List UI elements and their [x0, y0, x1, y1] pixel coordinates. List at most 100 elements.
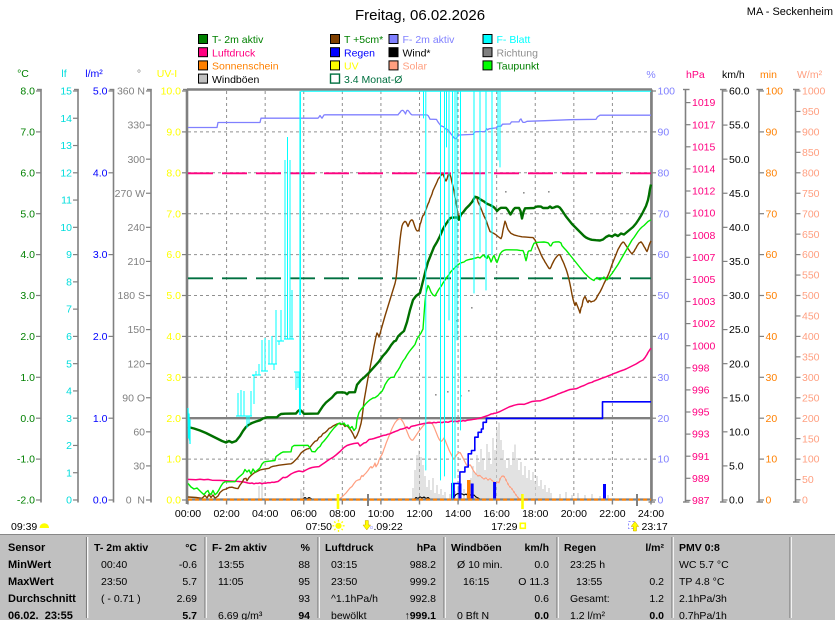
svg-text:16:15: 16:15 [463, 576, 489, 588]
svg-text:23:50: 23:50 [331, 576, 357, 588]
svg-text:0.0: 0.0 [93, 495, 108, 507]
svg-text:1000: 1000 [692, 340, 716, 352]
svg-text:4.0: 4.0 [93, 167, 108, 179]
svg-text:3.0: 3.0 [93, 249, 108, 261]
svg-text:6.0: 6.0 [166, 249, 181, 261]
svg-text:-0.6: -0.6 [179, 559, 197, 571]
svg-text:240: 240 [127, 222, 145, 234]
svg-text:TP 4.8 °C: TP 4.8 °C [679, 576, 725, 588]
svg-text:km/h: km/h [722, 69, 745, 81]
svg-text:Regen: Regen [564, 542, 596, 554]
svg-text:↑999.1: ↑999.1 [404, 610, 436, 620]
svg-text:0.7hPa/1h: 0.7hPa/1h [679, 610, 727, 620]
svg-text:Durchschnitt: Durchschnitt [8, 593, 76, 605]
svg-text:1012: 1012 [692, 186, 716, 198]
svg-text:1.0: 1.0 [93, 413, 108, 425]
svg-text:12: 12 [60, 167, 72, 179]
svg-text:40: 40 [658, 331, 670, 343]
svg-text:17:29: 17:29 [491, 521, 517, 533]
svg-text:10: 10 [658, 454, 670, 466]
svg-text:995: 995 [692, 407, 710, 419]
svg-text:330: 330 [127, 120, 145, 132]
svg-text:150: 150 [127, 324, 145, 336]
svg-text:70: 70 [658, 208, 670, 220]
svg-text:1015: 1015 [692, 141, 716, 153]
svg-text:300: 300 [127, 154, 145, 166]
svg-text:30: 30 [133, 461, 145, 473]
svg-text:40: 40 [766, 331, 778, 343]
svg-text:400: 400 [802, 331, 820, 343]
svg-text:MaxWert: MaxWert [8, 576, 54, 588]
svg-text:3.0: 3.0 [20, 290, 35, 302]
svg-text:94: 94 [298, 610, 310, 620]
svg-text:14: 14 [60, 113, 72, 125]
svg-text:5: 5 [66, 358, 72, 370]
svg-text:70: 70 [766, 208, 778, 220]
svg-text:-1.0: -1.0 [17, 454, 35, 466]
svg-text:12:00: 12:00 [406, 508, 432, 520]
svg-text:23:50: 23:50 [101, 576, 127, 588]
svg-text:0: 0 [802, 495, 808, 507]
svg-text:5.0: 5.0 [93, 86, 108, 98]
svg-text:WC 5.7 °C: WC 5.7 °C [679, 559, 729, 571]
svg-text:700: 700 [802, 208, 820, 220]
svg-text:6.69 g/m³: 6.69 g/m³ [218, 610, 263, 620]
svg-text:0.2: 0.2 [649, 576, 664, 588]
svg-text:T +5cm*: T +5cm* [344, 34, 383, 46]
svg-text:80: 80 [766, 167, 778, 179]
svg-text:8.0: 8.0 [20, 86, 35, 98]
svg-text:80: 80 [658, 167, 670, 179]
svg-text:3: 3 [66, 413, 72, 425]
svg-text:^1.1hPa/h: ^1.1hPa/h [331, 593, 378, 605]
svg-text:90: 90 [766, 127, 778, 139]
svg-text:450: 450 [802, 311, 820, 323]
svg-text:F- 2m aktiv: F- 2m aktiv [212, 542, 267, 554]
svg-text:07:50: 07:50 [306, 521, 332, 533]
svg-text:11:05: 11:05 [218, 576, 244, 588]
svg-text:Wind*: Wind* [403, 47, 431, 59]
svg-text:60: 60 [766, 249, 778, 261]
svg-text:Sensor: Sensor [8, 542, 46, 554]
svg-text:10.0: 10.0 [729, 426, 750, 438]
svg-text:55.0: 55.0 [729, 120, 750, 132]
svg-text:15.0: 15.0 [729, 392, 750, 404]
svg-text:60.0: 60.0 [729, 86, 750, 98]
svg-text:min: min [760, 69, 777, 81]
svg-text:1017: 1017 [692, 119, 716, 131]
svg-text:00:40: 00:40 [101, 559, 127, 571]
svg-text:02:00: 02:00 [213, 508, 239, 520]
svg-text:2.0: 2.0 [166, 413, 181, 425]
svg-text:100: 100 [802, 454, 820, 466]
svg-text:hPa: hPa [686, 69, 705, 81]
svg-text:1010: 1010 [692, 208, 716, 220]
svg-text:30: 30 [658, 372, 670, 384]
svg-text:23:25 h: 23:25 h [570, 559, 605, 571]
svg-text:06:00: 06:00 [291, 508, 317, 520]
svg-text:88: 88 [298, 559, 310, 571]
svg-text:991: 991 [692, 451, 710, 463]
svg-text:1.0: 1.0 [166, 454, 181, 466]
svg-text:0.0: 0.0 [729, 495, 744, 507]
svg-text:270 W: 270 W [115, 188, 145, 200]
svg-text:60: 60 [658, 249, 670, 261]
svg-text:UV: UV [344, 61, 359, 73]
svg-text:4.0: 4.0 [166, 331, 181, 343]
svg-text:993: 993 [692, 429, 710, 441]
svg-text:996: 996 [692, 385, 710, 397]
svg-text:5.7: 5.7 [182, 610, 197, 620]
svg-text:Taupunkt: Taupunkt [497, 61, 540, 73]
svg-text:1003: 1003 [692, 296, 716, 308]
svg-text:UV-I: UV-I [157, 68, 177, 80]
svg-text:8: 8 [66, 276, 72, 288]
svg-text:987: 987 [692, 495, 710, 507]
svg-text:Luftdruck: Luftdruck [325, 542, 374, 554]
svg-text:1014: 1014 [692, 164, 716, 176]
svg-text:MA - Seckenheim: MA - Seckenheim [747, 6, 833, 18]
svg-text:%: % [301, 542, 311, 554]
svg-text:%: % [646, 69, 655, 81]
svg-text:989: 989 [692, 473, 710, 485]
svg-text:T- 2m aktiv: T- 2m aktiv [212, 34, 264, 46]
svg-text:2.0: 2.0 [93, 331, 108, 343]
svg-text:MinWert: MinWert [8, 559, 52, 571]
svg-text:22:00: 22:00 [599, 508, 625, 520]
